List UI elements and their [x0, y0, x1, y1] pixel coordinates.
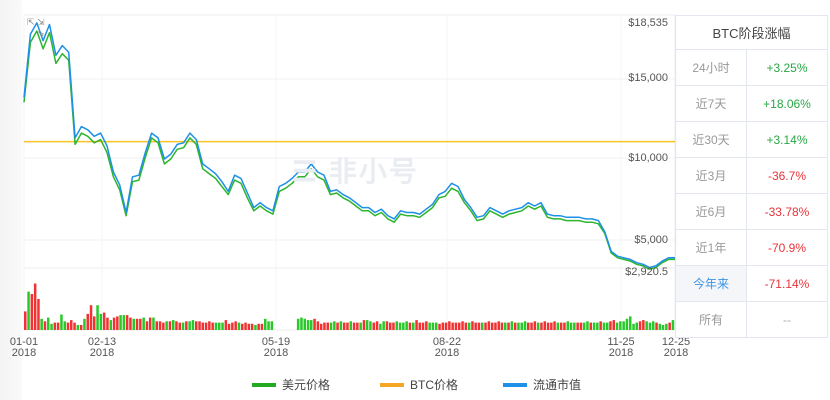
y-tick-label: $5,000: [634, 234, 668, 246]
period-1y[interactable]: 近1年: [675, 229, 747, 266]
change-value: +3.14%: [746, 121, 828, 158]
period-30d[interactable]: 近30天: [675, 121, 747, 158]
table-row: 近3月 -36.7%: [675, 157, 828, 194]
table-row: 所有 --: [675, 301, 828, 338]
y-tick-label: $15,000: [628, 72, 668, 84]
legend-item-market-cap[interactable]: 流通市值: [503, 376, 581, 393]
legend-swatch-blue: [503, 382, 527, 387]
legend-item-btc-price[interactable]: BTC价格: [380, 376, 458, 393]
legend-item-usd-price[interactable]: 美元价格: [252, 376, 330, 393]
legend-swatch-green: [252, 382, 276, 387]
legend-label: BTC价格: [410, 378, 459, 392]
period-all[interactable]: 所有: [675, 301, 747, 338]
period-3m[interactable]: 近3月: [675, 157, 747, 194]
legend-label: 美元价格: [282, 378, 331, 392]
x-tick-label: 01-01 2018: [9, 336, 39, 359]
table-row: 近30天 +3.14%: [675, 121, 828, 158]
legend-swatch-orange: [380, 382, 404, 387]
change-value: +18.06%: [746, 85, 828, 122]
table-row: 24小时 +3.25%: [675, 49, 828, 86]
table-row: 近1年 -70.9%: [675, 229, 828, 266]
change-value: -36.7%: [746, 157, 828, 194]
left-panel-edge: [0, 0, 22, 400]
change-value: -70.9%: [746, 229, 828, 266]
table-row: 今年来 -71.14%: [675, 265, 828, 302]
change-value: -71.14%: [746, 265, 828, 302]
watermark: ☰ 非小号: [292, 156, 419, 187]
y-tick-label: $10,000: [628, 152, 668, 164]
x-tick-label: 05-19 2018: [261, 336, 291, 359]
x-tick-label: 12-25 2018: [661, 336, 691, 359]
x-tick-label: 08-22 2018: [432, 336, 462, 359]
x-tick-label: 02-13 2018: [87, 336, 117, 359]
period-6m[interactable]: 近6月: [675, 193, 747, 230]
period-24h[interactable]: 24小时: [675, 49, 747, 86]
change-value: +3.25%: [746, 49, 828, 86]
x-tick-label: 11-25 2018: [607, 336, 635, 359]
change-value: -33.78%: [746, 193, 828, 230]
legend-label: 流通市值: [533, 378, 582, 392]
period-7d[interactable]: 近7天: [675, 85, 747, 122]
zoom-controls[interactable]: ⇱ ⇲ ⇘: [27, 17, 45, 39]
btc-period-change-table: BTC阶段涨幅 24小时 +3.25% 近7天 +18.06% 近30天 +3.14%…: [675, 15, 828, 338]
zoom-collapse-icon[interactable]: ⇘: [27, 28, 45, 38]
change-value: --: [746, 301, 828, 338]
zoom-expand-icon[interactable]: ⇱ ⇲: [27, 17, 45, 27]
table-title: BTC阶段涨幅: [675, 15, 828, 50]
y-tick-label: $2,920.5: [625, 266, 668, 278]
table-row: 近6月 -33.78%: [675, 193, 828, 230]
period-ytd[interactable]: 今年来: [675, 265, 747, 302]
y-tick-label: $18,535: [628, 17, 668, 29]
table-row: 近7天 +18.06%: [675, 85, 828, 122]
